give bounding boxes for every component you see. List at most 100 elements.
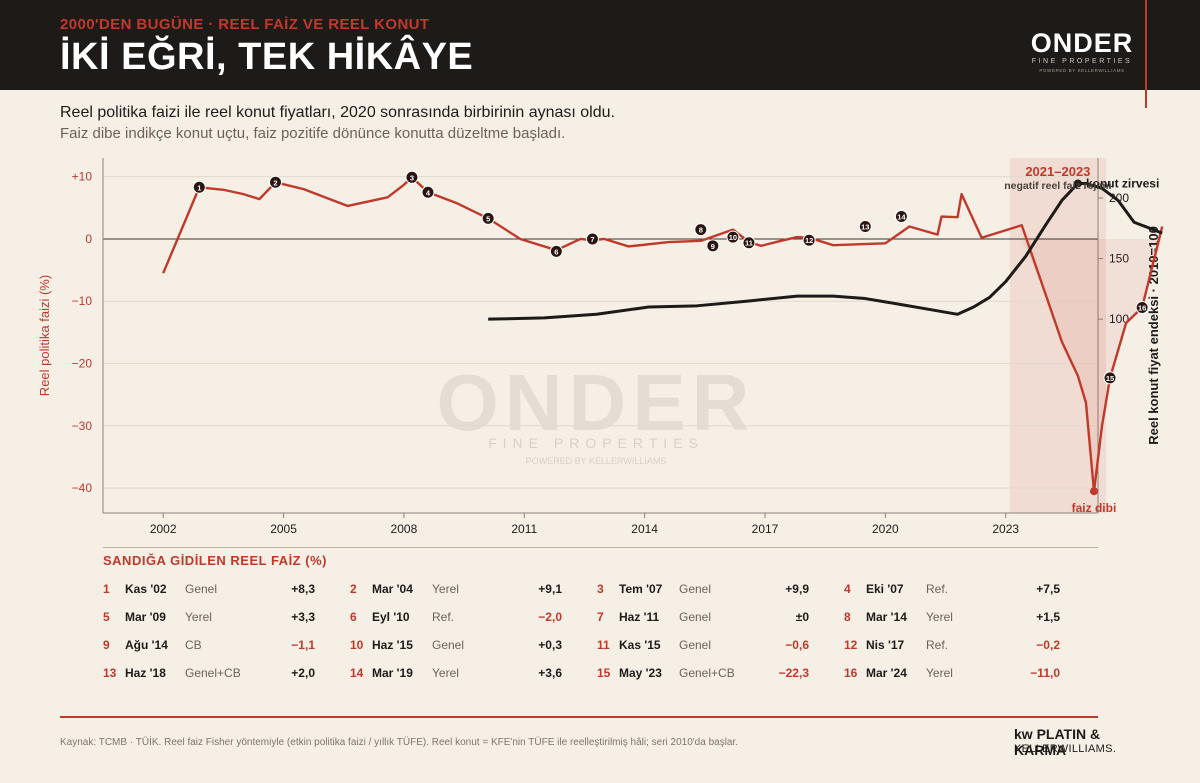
event-marker-label: 14 [897,213,906,222]
table-row: 14 Mar '19 Yerel +3,6 [350,666,562,684]
row-rate-value: +0,3 [538,638,562,652]
table-row: 1 Kas '02 Genel +8,3 [103,582,315,600]
header-bar: 2000'DEN BUGÜNE · REEL FAİZ VE REEL KONU… [0,0,1200,90]
row-date: Eyl '10 [372,610,410,624]
y-right-tick-label: 200 [1109,191,1129,205]
row-number: 6 [350,610,357,624]
table-separator [103,547,1098,548]
row-election-type: Genel+CB [679,666,735,680]
x-tick-label: 2017 [752,522,779,536]
event-marker-label: 12 [805,236,813,245]
row-election-type: Ref. [432,610,455,624]
event-marker [1103,371,1117,385]
table-row: 11 Kas '15 Genel −0,6 [597,638,809,656]
row-date: Haz '18 [125,666,166,680]
row-number: 1 [103,582,110,596]
table-row: 16 Mar '24 Yerel −11,0 [844,666,1060,684]
kicker-text: 2000'DEN BUGÜNE · REEL FAİZ VE REEL KONU… [60,16,430,33]
row-date: Haz '15 [372,638,413,652]
row-election-type: Genel [432,638,465,652]
row-date: Mar '19 [372,666,413,680]
event-marker [585,232,599,246]
row-date: Kas '02 [125,582,167,596]
header-accent-line [1145,0,1147,108]
table-row: 3 Tem '07 Genel +9,9 [597,582,809,600]
event-marker-label: 11 [745,239,753,248]
kw-brand-top: kw PLATIN & KARMA [1014,726,1101,758]
row-number: 9 [103,638,110,652]
x-tick-label: 2011 [511,522,537,536]
event-marker-label: 16 [1138,303,1146,312]
table-row: 7 Haz '11 Genel ±0 [597,610,809,628]
row-election-type: Genel [679,582,712,596]
row-rate-value: −0,2 [1036,638,1060,652]
x-tick-label: 2023 [992,522,1019,536]
event-marker-label: 4 [426,188,431,197]
event-marker-label: 15 [1106,374,1114,383]
row-date: Tem '07 [619,582,663,596]
peak-annotation: konut zirvesi [1086,176,1159,190]
row-number: 13 [103,666,117,680]
row-number: 2 [350,582,357,596]
event-marker [694,223,708,237]
row-election-type: Yerel [185,610,212,624]
row-number: 3 [597,582,604,596]
table-row: 5 Mar '09 Yerel +3,3 [103,610,315,628]
y-left-tick-label: −20 [72,357,93,371]
row-election-type: Genel+CB [185,666,241,680]
event-marker [549,244,563,258]
watermark-logo: ONDER [437,358,756,447]
y-right-tick-label: 100 [1109,312,1129,326]
row-rate-value: +8,3 [291,582,315,596]
onder-logo: ONDER FINE PROPERTIES POWERED BY KELLERW… [1026,28,1138,80]
row-rate-value: +9,1 [538,582,562,596]
row-rate-value: −22,3 [778,666,809,680]
shaded-period-label: 2021–2023 [1025,164,1090,179]
y-right-tick-label: 150 [1109,252,1129,266]
row-date: Eki '07 [866,582,904,596]
row-date: Nis '17 [866,638,905,652]
event-marker-label: 8 [699,226,703,235]
table-row: 2 Mar '04 Yerel +9,1 [350,582,562,600]
event-marker [894,210,908,224]
onder-logo-powered: POWERED BY KELLERWILLIAMS [1039,68,1125,73]
row-number: 11 [597,638,610,652]
row-number: 7 [597,610,604,624]
y-left-tick-label: −30 [72,419,93,433]
event-marker [421,185,435,199]
event-marker [706,239,720,253]
kw-brand-logo: kw PLATIN & KARMA KELLERWILLIAMS. [1014,726,1144,760]
row-number: 14 [350,666,364,680]
row-rate-value: +1,5 [1036,610,1060,624]
row-election-type: Genel [185,582,218,596]
table-row: 15 May '23 Genel+CB −22,3 [597,666,809,684]
event-marker-label: 5 [486,214,490,223]
event-marker-label: 2 [273,178,277,187]
table-row: 8 Mar '14 Yerel +1,5 [844,610,1060,628]
y-left-axis-label: Reel politika faizi (%) [37,275,52,396]
onder-logo-sub: FINE PROPERTIES [1031,58,1133,65]
row-number: 8 [844,610,851,624]
event-marker [481,211,495,225]
trough-point [1089,487,1098,496]
row-date: Mar '24 [866,666,907,680]
row-election-type: Genel [679,610,712,624]
event-marker-label: 13 [861,223,869,232]
event-marker [726,230,740,244]
row-rate-value: +3,3 [291,610,315,624]
event-marker [405,170,419,184]
table-row: 6 Eyl '10 Ref. −2,0 [350,610,562,628]
shaded-period-note: negatif reel faiz rejimi [1004,180,1111,192]
x-tick-label: 2014 [631,522,658,536]
row-election-type: Ref. [926,582,949,596]
source-note: Kaynak: TCMB · TÜİK. Reel faiz Fisher yö… [60,737,739,748]
series-line-reel-konut [488,181,1163,321]
onder-logo-word: ONDER [1030,28,1134,58]
row-election-type: Yerel [432,582,459,596]
subtitle-line-1: Reel politika faizi ile reel konut fiyat… [60,104,615,121]
row-date: Kas '15 [619,638,661,652]
page-title: İKİ EĞRİ, TEK HİKÂYE [60,36,474,78]
x-tick-label: 2005 [270,522,297,536]
y-left-tick-label: −40 [72,481,93,495]
